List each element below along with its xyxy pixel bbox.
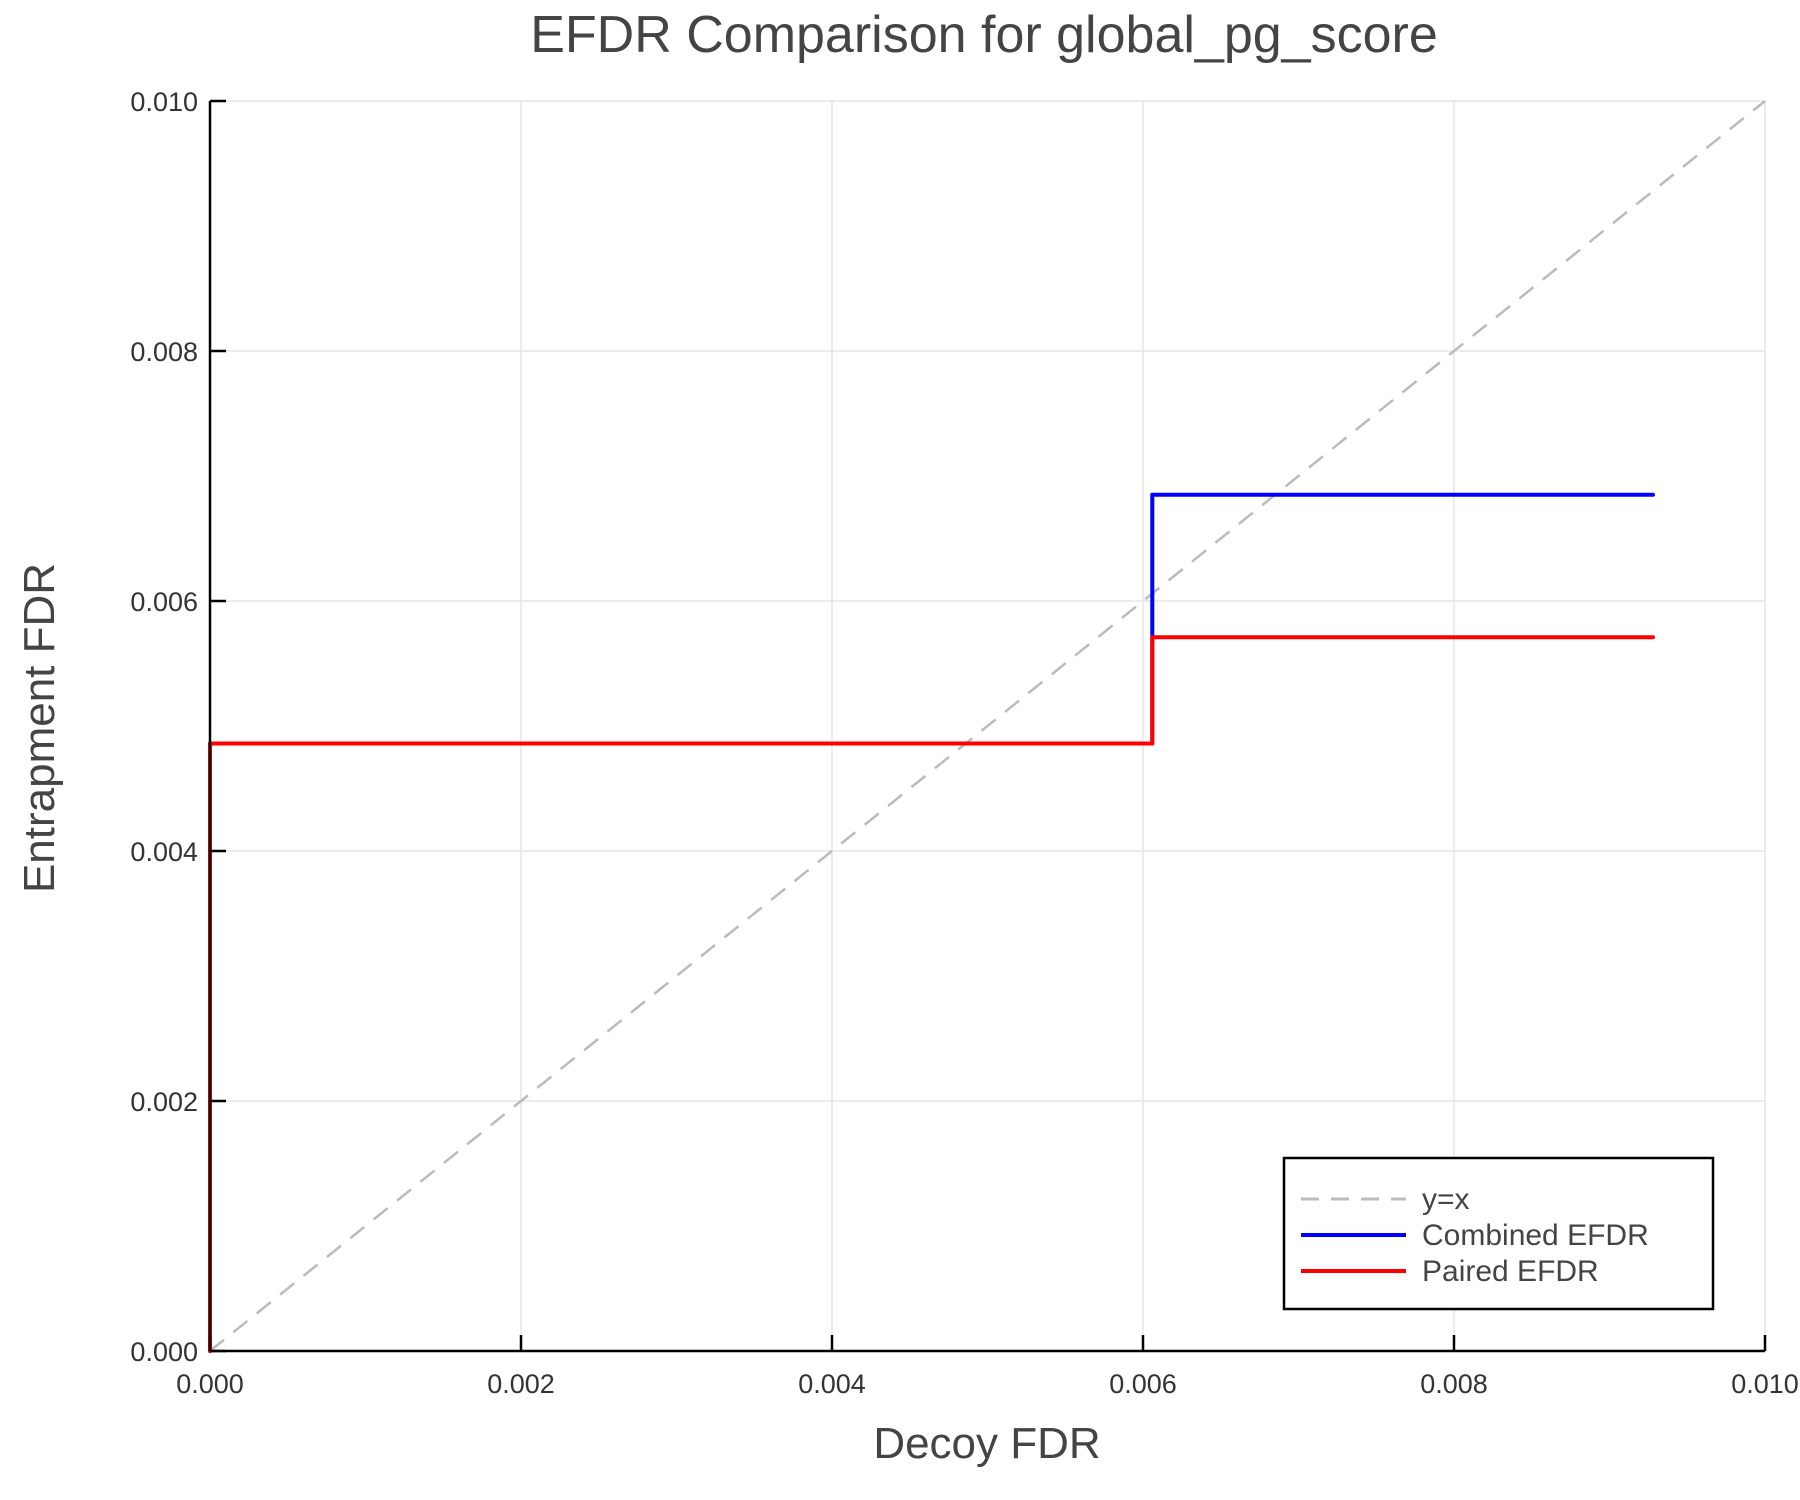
y-tick-label: 0.008 [130,337,198,367]
x-tick-label: 0.008 [1420,1369,1488,1399]
y-tick-label: 0.006 [130,587,198,617]
y-tick-label: 0.002 [130,1087,198,1117]
axes: 0.000 0.002 0.004 0.006 0.008 0.010 0.000 0.002… [130,87,1798,1399]
legend-label-yx: y=x [1422,1183,1470,1216]
legend: y=x Combined EFDR Paired EFDR [1282,1156,1715,1311]
x-tick-label: 0.006 [1109,1369,1177,1399]
y-tick-label: 0.004 [130,837,198,867]
chart-title: EFDR Comparison for global_pg_score [530,6,1438,64]
legend-label-paired: Paired EFDR [1422,1255,1599,1288]
y-tick-label: 0.010 [130,87,198,117]
y-tick-label: 0.000 [130,1337,198,1367]
x-tick-label: 0.002 [487,1369,555,1399]
y-axis-label: Entrapment FDR [15,563,64,893]
x-tick-label: 0.004 [798,1369,866,1399]
x-tick-label: 0.010 [1731,1369,1799,1399]
legend-label-combined: Combined EFDR [1422,1219,1649,1252]
x-axis-label: Decoy FDR [873,1419,1100,1468]
series-y-x [209,100,1766,1352]
x-tick-label: 0.000 [176,1369,244,1399]
